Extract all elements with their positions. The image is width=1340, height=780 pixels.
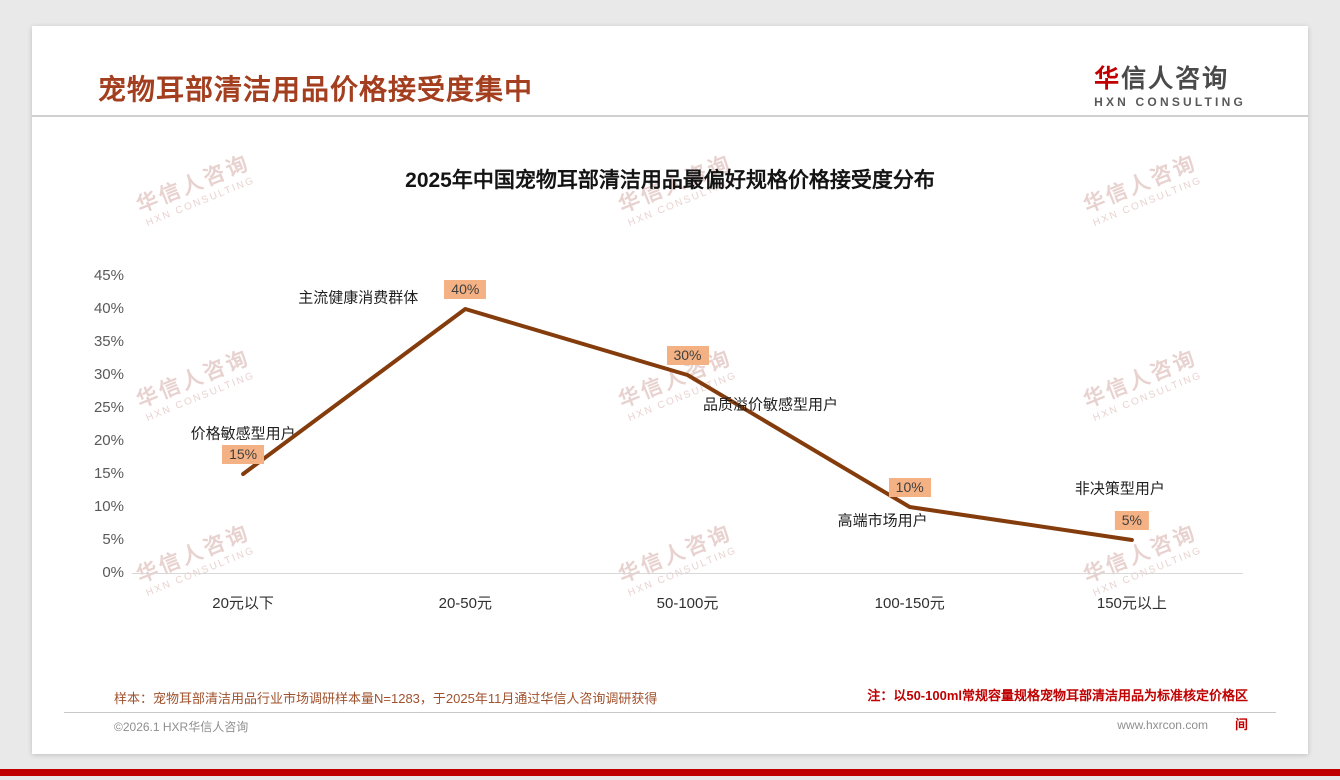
x-axis-category-label: 150元以上 [1096, 595, 1167, 612]
logo: 华信人咨询 HXN CONSULTING [1094, 66, 1246, 109]
bottom-red-bar [0, 769, 1340, 776]
trend-line-svg [241, 307, 1134, 542]
y-axis-tick-label: 45% [93, 267, 124, 284]
x-axis-category-label: 20-50元 [438, 595, 492, 612]
y-axis-tick-label: 35% [93, 333, 124, 350]
trend-line [241, 307, 1134, 542]
y-axis-tick-label: 0% [102, 564, 124, 581]
segment-annotation: 高端市场用户 [837, 512, 928, 530]
chart-title: 2025年中国宠物耳部清洁用品最偏好规格价格接受度分布 [405, 169, 935, 192]
logo-cn-rest: 信人咨询 [1121, 65, 1230, 93]
logo-cn: 华信人咨询 [1094, 66, 1246, 92]
footer-website: www.hxrcon.com [1117, 718, 1208, 732]
data-point-label: 15% [222, 445, 265, 464]
y-axis-tick-label: 15% [93, 465, 124, 482]
data-point-label: 30% [666, 346, 709, 365]
footer-copyright: ©2026.1 HXR华信人咨询 [114, 720, 249, 734]
footer-divider [64, 712, 1276, 713]
x-axis-category-label: 100-150元 [874, 595, 945, 612]
x-axis-baseline [132, 573, 1243, 574]
x-axis-category-label: 20元以下 [212, 595, 274, 612]
segment-annotation: 价格敏感型用户 [190, 425, 296, 443]
segment-annotation: 品质溢价敏感型用户 [702, 396, 839, 414]
header-divider [32, 115, 1308, 117]
segment-annotation: 主流健康消费群体 [298, 289, 419, 307]
y-axis-tick-label: 30% [93, 366, 124, 383]
logo-en: HXN CONSULTING [1094, 95, 1246, 109]
data-point-label: 10% [888, 478, 931, 497]
x-axis-category-label: 50-100元 [656, 595, 719, 612]
page-title: 宠物耳部清洁用品价格接受度集中 [98, 74, 534, 105]
y-axis-tick-label: 10% [93, 498, 124, 515]
y-axis-tick-label: 25% [93, 399, 124, 416]
logo-cn-first-char: 华 [1094, 65, 1122, 93]
footnote-right: 注：以50-100ml常规容量规格宠物耳部清洁用品为标准核定价格区间 [867, 688, 1248, 732]
y-axis-tick-label: 5% [102, 531, 124, 548]
line-chart: 0% 5% 10% 15% 20% 25% 30% 35% 40% 45% 15% 40% 30% 10%… [32, 26, 1308, 750]
slide-card: 华信人咨询 HXN CONSULTING 华信人咨询 HXN CONSULTING 华信… [32, 26, 1308, 754]
data-point-label: 40% [444, 280, 487, 299]
y-axis-tick-label: 20% [93, 432, 124, 449]
y-axis-tick-label: 40% [93, 300, 124, 317]
footnote-left: 样本：宠物耳部清洁用品行业市场调研样本量N=1283，于2025年11月通过华信… [114, 691, 658, 706]
data-point-label: 5% [1114, 511, 1150, 530]
segment-annotation: 非决策型用户 [1074, 480, 1165, 498]
